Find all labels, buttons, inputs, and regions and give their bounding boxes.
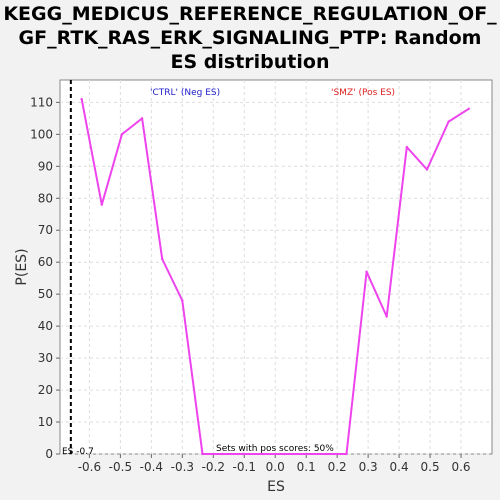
es-data-point: [181, 299, 184, 302]
x-tick-label: 0.6: [451, 460, 470, 474]
plot-area: [59, 79, 493, 455]
legend-neg-text: 'CTRL' (Neg ES): [150, 88, 220, 98]
es-data-point: [405, 145, 409, 149]
title-line-3: ES distribution: [170, 51, 330, 73]
x-tick-label: 0.0: [266, 460, 285, 474]
x-tick-label: -0.2: [202, 460, 225, 474]
title-line-2: GF_RTK_RAS_ERK_SIGNALING_PTP: Random: [18, 27, 482, 49]
y-tick-label: 0: [45, 447, 53, 461]
x-tick-label: -0.5: [109, 460, 132, 474]
y-tick-label: 20: [38, 383, 53, 397]
y-tick-label: 90: [38, 159, 53, 173]
x-tick-label: -0.3: [171, 460, 194, 474]
y-tick-label: 110: [30, 95, 53, 109]
x-tick-label: -0.6: [78, 460, 101, 474]
pos-scores-annotation: Sets with pos scores: 50%: [216, 444, 334, 454]
title-line-1: KEGG_MEDICUS_REFERENCE_REGULATION_OF_: [3, 3, 497, 25]
series-layer: [80, 97, 470, 456]
es-data-point: [467, 107, 470, 110]
grid-layer: [60, 80, 492, 455]
es-data-point: [345, 452, 348, 456]
x-tick-label: 0.5: [421, 460, 440, 474]
x-tick-label: -0.4: [140, 460, 163, 474]
es-distribution-line: [80, 99, 470, 455]
x-tick-label: 0.2: [328, 460, 347, 474]
y-tick-label: 40: [38, 319, 53, 333]
es-data-point: [100, 203, 104, 206]
y-tick-label: 50: [38, 287, 53, 301]
x-tick-label: 0.4: [390, 460, 409, 474]
y-axis-label: P(ES): [14, 248, 30, 285]
es-data-point: [140, 117, 144, 120]
chart-title: KEGG_MEDICUS_REFERENCE_REGULATION_OF_ GF…: [0, 2, 500, 74]
es-data-point: [261, 452, 265, 456]
x-tick-label: 0.1: [297, 460, 316, 474]
es-data-point: [365, 270, 368, 273]
x-axis-label: ES: [267, 479, 285, 495]
es-data-point: [447, 120, 450, 123]
es-data-point: [425, 168, 429, 171]
x-tick-label: 0.3: [359, 460, 378, 474]
y-tick-label: 30: [38, 351, 53, 365]
axis-layer: 0 10 20 30 40 50 60 70 80 90 100 110 -0.6 -0.5 -0.4 -0.…: [30, 95, 470, 474]
x-tick-label: -0.1: [233, 460, 256, 474]
es-data-point: [283, 452, 286, 456]
es-data-point: [385, 315, 388, 318]
es-data-point: [80, 97, 83, 101]
y-tick-label: 80: [38, 191, 53, 205]
y-tick-label: 60: [38, 255, 53, 269]
es-data-point: [325, 452, 328, 456]
es-data-point: [120, 133, 124, 136]
es-data-point: [221, 452, 224, 456]
es-data-point: [201, 452, 204, 456]
y-tick-label: 70: [38, 223, 53, 237]
vline-label: ES -0.7: [62, 447, 94, 457]
y-tick-label: 10: [38, 415, 53, 429]
es-data-point: [304, 452, 308, 456]
legend-pos-text: 'SMZ' (Pos ES): [331, 88, 395, 98]
es-data-point: [241, 452, 244, 456]
y-tick-label: 100: [30, 127, 53, 141]
es-data-point: [160, 257, 164, 261]
